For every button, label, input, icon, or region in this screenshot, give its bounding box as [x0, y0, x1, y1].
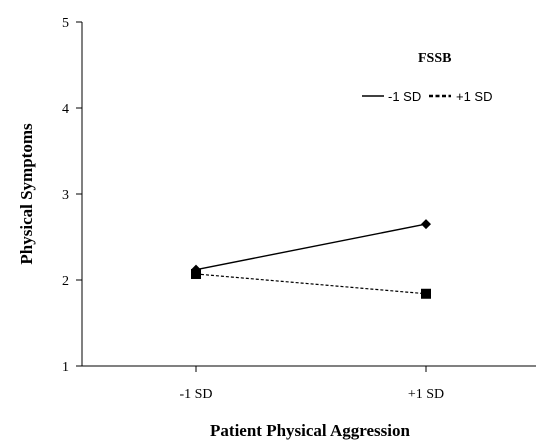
x-axis-label: Patient Physical Aggression [210, 421, 410, 440]
series-line-1 [195, 223, 427, 271]
x-tick-label: -1 SD [179, 387, 212, 402]
series-line-2 [195, 273, 427, 295]
series-group [191, 219, 431, 299]
legend-title: FSSB [418, 51, 451, 66]
x-tick-label: +1 SD [408, 387, 444, 402]
y-ticks: 1 2 3 4 5 [62, 16, 82, 375]
y-tick-label: 4 [62, 102, 69, 117]
y-axis-label: Physical Symptoms [17, 123, 36, 265]
series-2-point [421, 288, 431, 299]
legend-series-2-label: +1 SD [456, 89, 493, 104]
x-ticks: -1 SD +1 SD [179, 366, 444, 402]
legend-series-1-label: -1 SD [388, 89, 421, 104]
y-tick-label: 5 [62, 16, 69, 31]
y-tick-label: 1 [62, 360, 69, 375]
series-1-point [421, 219, 431, 230]
legend: FSSB -1 SD +1 SD [362, 51, 493, 104]
y-tick-label: 3 [62, 188, 69, 203]
series-2-point [191, 268, 201, 279]
y-tick-label: 2 [62, 274, 69, 289]
